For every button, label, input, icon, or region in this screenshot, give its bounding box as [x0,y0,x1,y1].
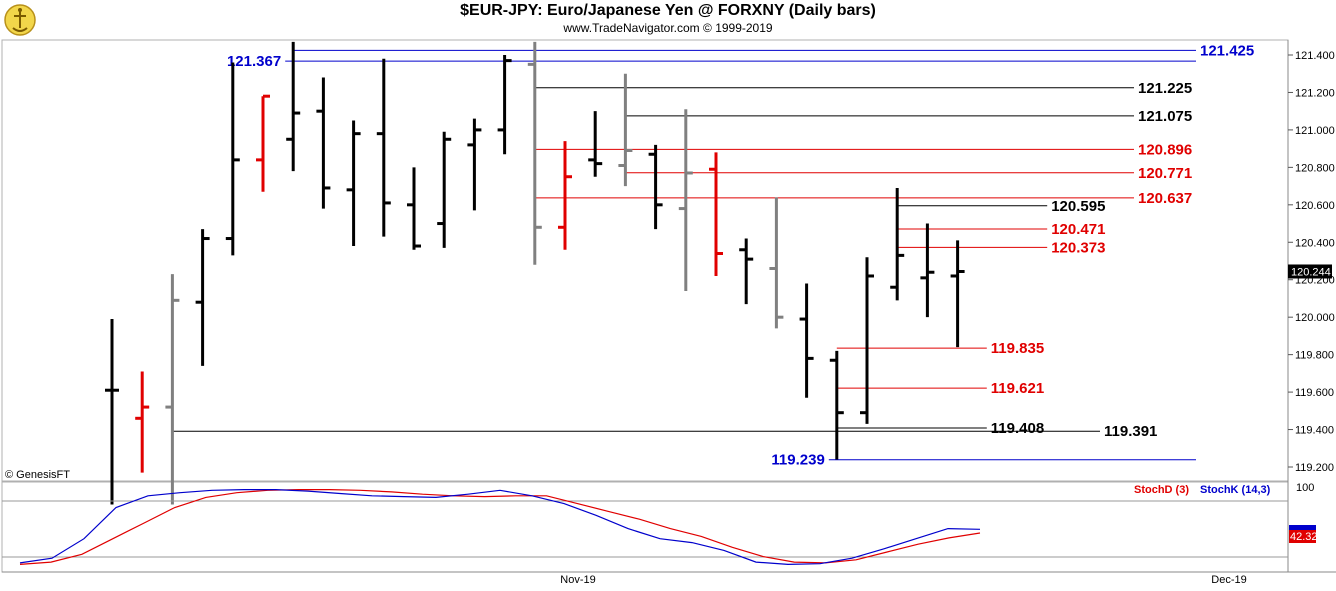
stoch-d-value: 42.32 [1290,531,1318,543]
level-label: 119.408 [991,420,1044,437]
price-tick-label: 120.000 [1295,312,1335,324]
level-label: 121.225 [1138,80,1192,97]
chart-title: $EUR-JPY: Euro/Japanese Yen @ FORXNY (Da… [460,2,876,19]
stoch-line [19,489,981,565]
price-tick-label: 121.400 [1295,50,1335,62]
price-axis: 121.400 121.200 121.000 120.800 120.600 120.4… [1288,50,1335,474]
level-label: 120.637 [1138,190,1192,207]
level-label: 120.373 [1051,239,1105,256]
level-lines: 121.425 121.367 121.225 121.075 120.896 120.7… [172,42,1254,469]
stoch-tick-label: 100 [1296,482,1314,494]
level-label: 119.621 [991,380,1044,397]
date-label: Dec-19 [1211,574,1246,586]
level-label: 121.075 [1138,108,1192,125]
price-tick-label: 120.800 [1295,162,1335,174]
level-label: 120.471 [1051,221,1105,238]
stoch-panel-border [1,481,1289,573]
stoch-k-marker [1289,525,1316,531]
stochastic-panel: 100 StochD (3) StochK (14,3) 42.32 [2,482,1318,566]
chart-frame [1,39,1336,573]
price-tick-label: 121.000 [1295,125,1335,137]
chart-subtitle: www.TradeNavigator.com © 1999-2019 [563,21,773,35]
price-tick-label: 119.800 [1295,350,1334,362]
price-tick-label: 119.200 [1295,462,1334,474]
stoch-line [19,489,981,566]
level-label: 121.425 [1200,42,1254,59]
price-tick-label: 121.200 [1295,87,1335,99]
level-label: 119.835 [991,340,1044,357]
price-tick-label: 119.600 [1295,387,1334,399]
date-axis: Nov-19 Dec-19 [560,574,1246,586]
level-label: 120.771 [1138,165,1192,182]
date-label: Nov-19 [560,574,595,586]
level-label: 121.367 [227,53,281,70]
watermark-text: © GenesisFT [5,469,70,481]
stoch-legend-k: StochK (14,3) [1200,484,1271,496]
level-label: 120.595 [1051,198,1105,215]
level-label: 120.896 [1138,141,1192,158]
stoch-d-marker [1289,530,1316,543]
price-tick-label: 119.400 [1295,425,1334,437]
current-price-label: 120.244 [1291,266,1331,278]
level-label: 119.239 [771,452,824,469]
level-label: 119.391 [1104,423,1157,440]
genesis-logo-icon [4,4,36,36]
price-panel-border [1,39,1289,482]
stoch-legend-d: StochD (3) [1134,484,1189,496]
price-bars: © GenesisFT [5,41,965,505]
current-price-marker [1288,264,1332,279]
price-tick-label: 120.600 [1295,200,1335,212]
price-tick-label: 120.400 [1295,237,1335,249]
